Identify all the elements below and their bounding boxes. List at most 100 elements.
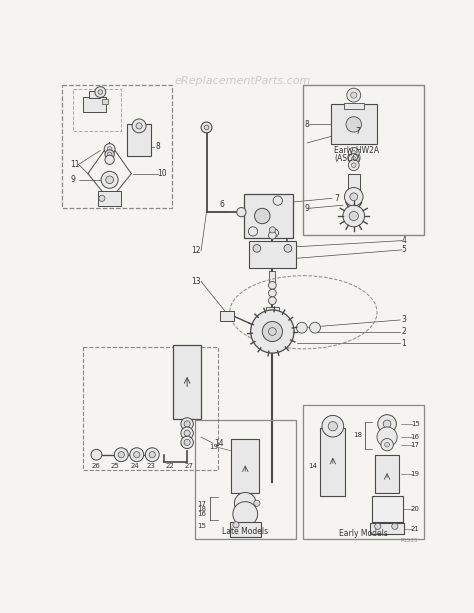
Circle shape <box>95 86 106 97</box>
Circle shape <box>273 196 283 205</box>
Circle shape <box>351 92 357 98</box>
Text: (ASCO): (ASCO) <box>334 154 362 163</box>
Text: 20: 20 <box>411 506 419 512</box>
Circle shape <box>348 154 359 164</box>
Text: 19: 19 <box>410 471 419 477</box>
Bar <box>89 91 100 98</box>
Circle shape <box>348 160 359 170</box>
Circle shape <box>348 148 359 158</box>
Circle shape <box>378 414 396 433</box>
Bar <box>372 495 402 522</box>
Text: 11: 11 <box>70 160 80 169</box>
Text: 16: 16 <box>410 434 419 440</box>
Circle shape <box>184 440 190 446</box>
Circle shape <box>184 421 190 427</box>
Text: 7: 7 <box>334 194 339 203</box>
Circle shape <box>254 500 260 506</box>
Text: 19: 19 <box>209 444 218 450</box>
Circle shape <box>106 176 113 184</box>
Circle shape <box>268 297 276 305</box>
Circle shape <box>328 422 337 431</box>
Circle shape <box>268 232 276 239</box>
Circle shape <box>105 150 114 159</box>
Text: 8: 8 <box>155 142 160 151</box>
Circle shape <box>374 524 381 530</box>
Circle shape <box>351 151 356 155</box>
Circle shape <box>101 172 118 188</box>
Text: 12: 12 <box>191 246 201 255</box>
Text: 2: 2 <box>401 327 406 336</box>
Circle shape <box>377 427 397 447</box>
Text: Early HW2A: Early HW2A <box>334 146 380 155</box>
Text: 16: 16 <box>197 511 206 517</box>
Bar <box>195 420 296 539</box>
Text: 13: 13 <box>191 277 201 286</box>
Bar <box>249 241 296 268</box>
Circle shape <box>130 447 144 462</box>
Text: 25: 25 <box>110 463 119 470</box>
Text: 9: 9 <box>304 204 309 213</box>
Bar <box>269 272 275 282</box>
Text: 3: 3 <box>401 316 406 324</box>
Bar <box>320 428 345 495</box>
Bar <box>347 173 360 191</box>
Circle shape <box>134 452 140 458</box>
Text: 17: 17 <box>410 442 419 447</box>
Text: Late Models: Late Models <box>222 527 268 536</box>
Text: Early Models: Early Models <box>338 529 387 538</box>
Circle shape <box>322 416 344 437</box>
Text: 5: 5 <box>401 245 406 254</box>
Circle shape <box>268 289 276 297</box>
Circle shape <box>251 310 294 353</box>
Circle shape <box>98 89 103 94</box>
Circle shape <box>268 328 276 335</box>
Text: 1: 1 <box>401 338 406 348</box>
Bar <box>230 522 261 537</box>
Bar <box>102 99 108 104</box>
Text: 7: 7 <box>355 127 360 136</box>
Bar <box>370 524 404 534</box>
Circle shape <box>233 522 239 528</box>
Text: 6: 6 <box>219 200 224 209</box>
Circle shape <box>99 195 105 202</box>
Circle shape <box>296 322 307 333</box>
Text: 8: 8 <box>304 120 309 129</box>
Text: 15: 15 <box>411 421 419 427</box>
Circle shape <box>149 452 155 458</box>
Text: 22: 22 <box>166 463 174 470</box>
Bar <box>63 85 172 208</box>
Circle shape <box>349 211 358 221</box>
Circle shape <box>132 119 146 133</box>
Text: 18: 18 <box>197 506 206 512</box>
Circle shape <box>248 227 258 236</box>
Text: eReplacementParts.com: eReplacementParts.com <box>175 76 311 86</box>
Bar <box>127 124 152 156</box>
Text: 14: 14 <box>309 463 317 470</box>
Text: 24: 24 <box>130 463 139 470</box>
Bar <box>73 89 121 131</box>
Circle shape <box>237 208 246 217</box>
Circle shape <box>91 449 102 460</box>
Circle shape <box>347 88 361 102</box>
Bar <box>173 345 201 419</box>
Circle shape <box>181 417 193 430</box>
Bar <box>219 311 234 321</box>
Bar <box>231 440 259 493</box>
Circle shape <box>136 123 142 129</box>
Bar <box>303 405 423 539</box>
Bar <box>344 103 364 109</box>
Circle shape <box>271 229 279 237</box>
Text: P1533: P1533 <box>400 538 417 544</box>
Text: 9: 9 <box>70 175 75 185</box>
Circle shape <box>284 245 292 252</box>
Circle shape <box>107 152 112 157</box>
Circle shape <box>114 447 128 462</box>
Circle shape <box>351 163 356 167</box>
Circle shape <box>201 122 212 133</box>
Text: 21: 21 <box>411 525 419 531</box>
Bar <box>98 191 121 206</box>
Text: 14: 14 <box>214 439 224 447</box>
Circle shape <box>105 155 114 164</box>
Circle shape <box>351 157 356 161</box>
Text: 4: 4 <box>401 236 406 245</box>
